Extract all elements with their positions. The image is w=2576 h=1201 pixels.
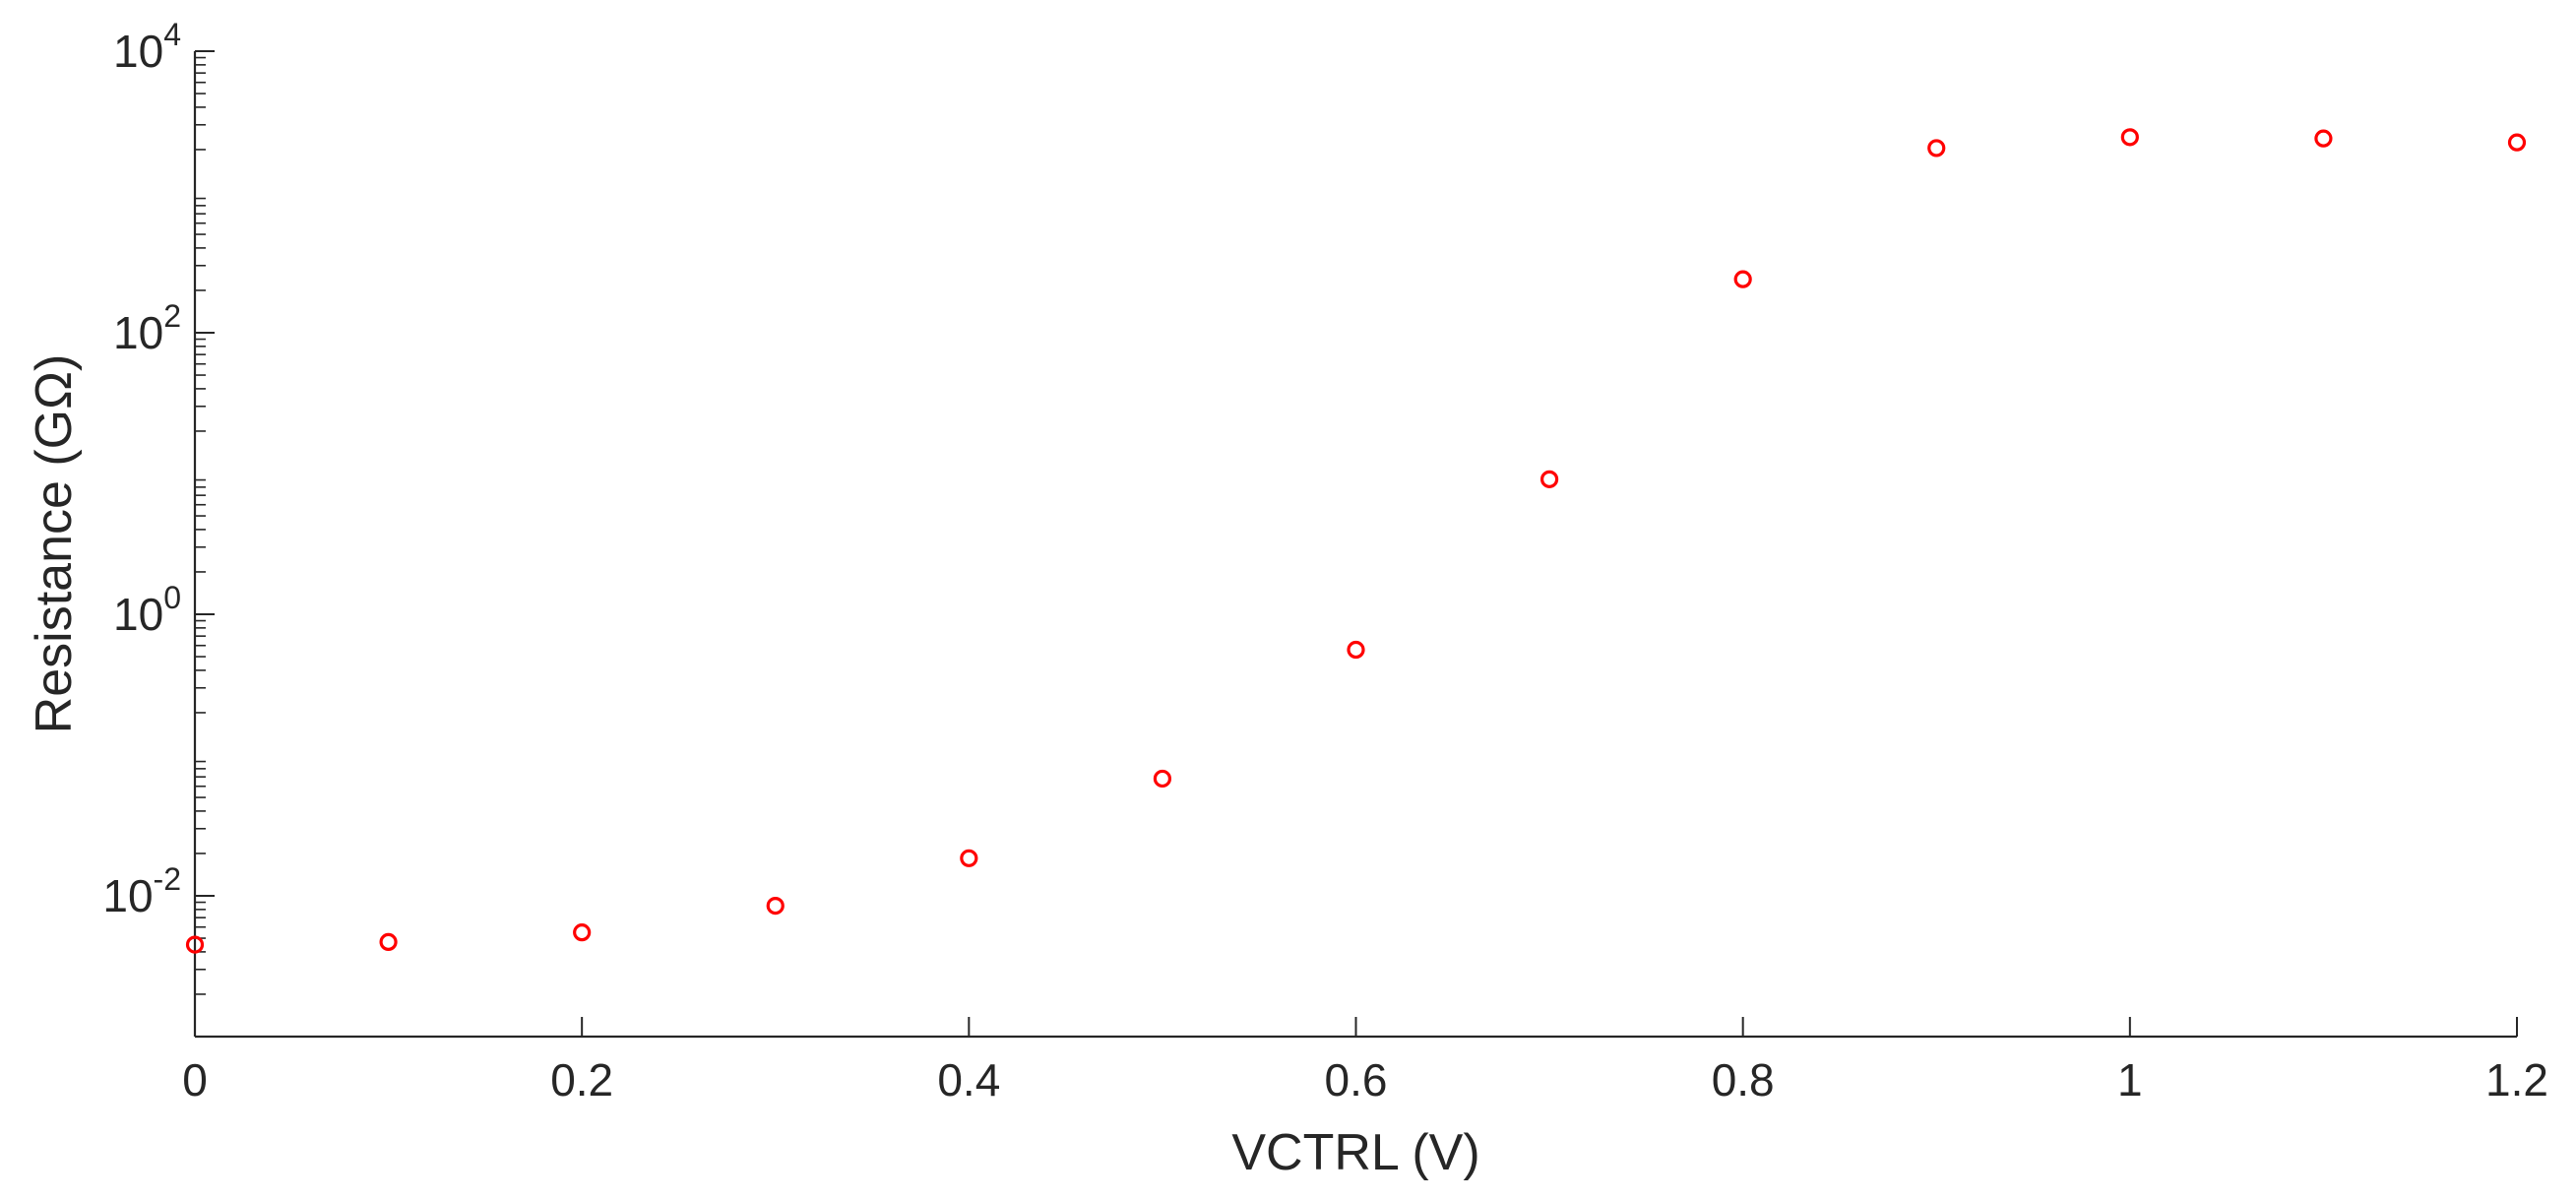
axes (193, 51, 2517, 1039)
data-point (379, 932, 398, 951)
data-point (2120, 128, 2139, 147)
x-tick-label: 0.6 (1325, 1054, 1388, 1106)
data-point (1153, 769, 1172, 789)
ticks (194, 50, 2518, 1037)
data-point (766, 896, 785, 916)
x-tick-label: 0.4 (937, 1054, 1000, 1106)
y-tick-label: 100 (113, 580, 181, 640)
data-point (1733, 270, 1752, 288)
y-tick-label: 10-2 (102, 861, 181, 921)
data-point (2314, 129, 2333, 148)
y-axis-title: Resistance (GΩ) (26, 354, 83, 734)
data-point (573, 923, 592, 942)
x-tick-label: 0.2 (550, 1054, 613, 1106)
x-tick-label: 0.8 (1712, 1054, 1775, 1106)
tick-labels: 0 0.2 0.4 0.6 0.8 1 1.2 10-2 100 102 104 (102, 17, 2548, 1106)
data-point (2507, 133, 2527, 152)
x-tick-label: 0 (182, 1054, 208, 1106)
y-tick-label: 104 (113, 17, 181, 77)
data-point (1927, 139, 1946, 158)
x-axis-title: VCTRL (V) (1231, 1124, 1479, 1181)
data-point (1539, 470, 1559, 488)
x-tick-label: 1.2 (2485, 1054, 2548, 1106)
data-point (1347, 640, 1365, 660)
y-tick-label: 102 (113, 298, 181, 358)
data-points (185, 128, 2527, 954)
data-point (960, 849, 978, 867)
x-tick-label: 1 (2117, 1054, 2143, 1106)
data-point (185, 935, 205, 954)
